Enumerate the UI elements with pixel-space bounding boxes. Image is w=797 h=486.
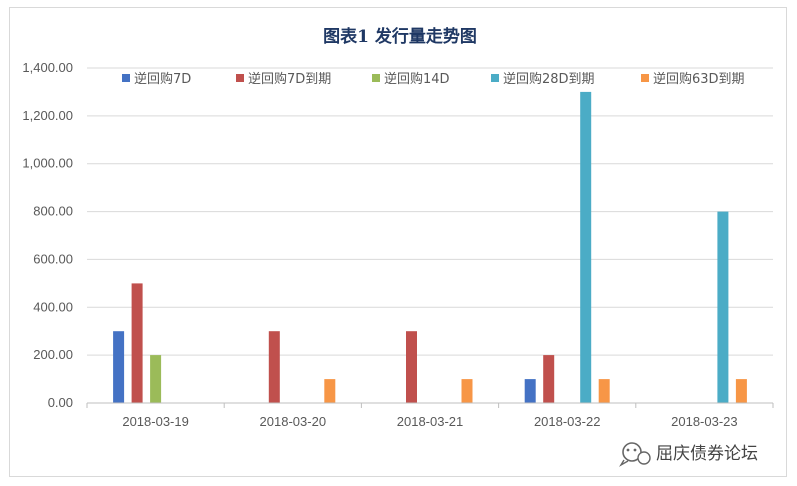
y-tick-label: 1,000.00 (22, 156, 73, 171)
x-tick-label: 2018-03-19 (122, 414, 189, 429)
legend-label: 逆回购7D到期 (248, 71, 331, 87)
x-tick-label: 2018-03-23 (671, 414, 738, 429)
x-tick-label: 2018-03-22 (534, 414, 601, 429)
y-tick-label: 800.00 (33, 204, 73, 219)
bar (150, 355, 162, 403)
y-tick-label: 200.00 (33, 347, 73, 362)
legend-label: 逆回购14D (384, 71, 450, 87)
legend-swatch (236, 74, 244, 82)
legend-label: 逆回购7D (134, 71, 191, 87)
y-tick-label: 400.00 (33, 299, 73, 314)
bar (268, 331, 280, 403)
legend-label: 逆回购28D到期 (503, 71, 595, 87)
y-axis-ticks: 0.00 200.00 400.00 600.00 800.00 1,000.00 1,20… (22, 60, 73, 410)
legend-swatch (372, 74, 380, 82)
x-axis: 2018-03-19 2018-03-20 2018-03-21 2018-03-22… (86, 402, 774, 429)
chart-title: 图表1 发行量走势图 (323, 26, 477, 47)
bar (543, 355, 555, 403)
bar (580, 91, 592, 404)
bar (461, 379, 473, 403)
y-tick-label: 1,200.00 (22, 108, 73, 123)
wechat-icon (619, 442, 651, 467)
bar (113, 331, 125, 403)
bar (406, 331, 417, 403)
watermark-text: 屈庆债券论坛 (656, 444, 758, 464)
bar (524, 379, 536, 403)
x-tick-label: 2018-03-21 (397, 414, 464, 429)
legend-label: 逆回购63D到期 (653, 71, 745, 87)
bar (324, 379, 336, 403)
legend-swatch (491, 74, 499, 82)
y-tick-label: 1,400.00 (22, 60, 73, 75)
bar (735, 379, 747, 403)
bars (113, 91, 747, 404)
legend-swatch (641, 74, 649, 82)
legend-swatch (122, 74, 130, 82)
bar (717, 211, 729, 403)
gridlines (87, 67, 773, 356)
bar (131, 283, 143, 403)
legend: 逆回购7D 逆回购7D到期 逆回购14D 逆回购28D到期 逆回购63D到期 (122, 71, 745, 87)
y-tick-label: 600.00 (33, 251, 73, 266)
y-tick-label: 0.00 (48, 395, 73, 410)
bar (598, 379, 610, 403)
x-tick-label: 2018-03-20 (260, 414, 327, 429)
watermark: 屈庆债券论坛 (619, 442, 758, 467)
